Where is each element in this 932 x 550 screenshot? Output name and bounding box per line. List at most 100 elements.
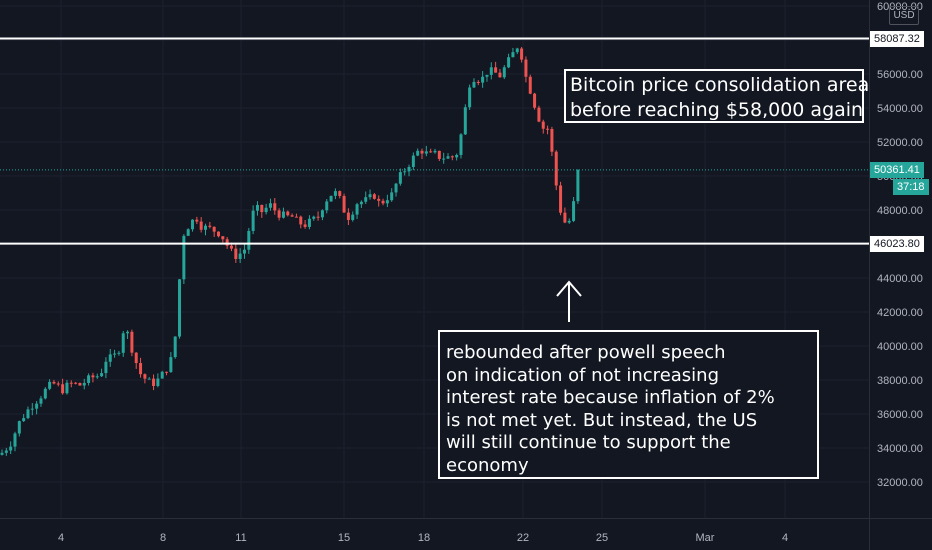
- candle: [316, 211, 320, 221]
- candle: [208, 221, 212, 229]
- candle: [489, 62, 493, 80]
- candle: [312, 215, 316, 221]
- candle: [160, 370, 164, 379]
- candle: [450, 155, 454, 161]
- candle: [407, 164, 411, 177]
- candle: [494, 61, 498, 73]
- x-tick-label: 25: [596, 532, 608, 544]
- annotation-line: is not met yet. But instead, the US: [446, 409, 758, 431]
- candle: [52, 379, 56, 385]
- candle: [221, 236, 225, 243]
- candle: [546, 125, 550, 135]
- x-tick-label: 8: [160, 532, 166, 544]
- candle: [173, 336, 177, 359]
- candle: [572, 197, 576, 223]
- candle: [554, 150, 558, 191]
- candle: [74, 381, 78, 385]
- candle: [290, 213, 294, 217]
- candle: [368, 189, 372, 200]
- candle: [26, 406, 30, 420]
- candle: [139, 357, 143, 378]
- candle: [268, 198, 272, 211]
- candle: [576, 169, 580, 204]
- y-tick-label: 32000.00: [877, 477, 923, 489]
- candle: [186, 228, 190, 236]
- candle: [429, 148, 433, 153]
- candle: [390, 188, 394, 202]
- candle: [121, 330, 125, 357]
- rebound-annotation: rebounded after powell speech on indicat…: [438, 330, 819, 479]
- candle: [338, 190, 342, 199]
- candle: [372, 193, 376, 200]
- candles: [0, 46, 580, 456]
- candle: [13, 431, 17, 452]
- candle: [242, 243, 246, 259]
- y-tick-label: 34000.00: [877, 443, 923, 455]
- candle: [342, 193, 346, 213]
- candle: [520, 46, 524, 63]
- candle: [82, 378, 86, 390]
- bar-countdown-badge: 37:18: [893, 178, 929, 195]
- candle: [333, 188, 337, 200]
- candle: [507, 53, 511, 69]
- candle: [307, 215, 311, 230]
- candle: [91, 372, 95, 383]
- annotation-line: on indication of not increasing: [446, 364, 720, 386]
- candle: [247, 227, 251, 254]
- candle: [100, 368, 104, 378]
- candle: [437, 150, 441, 162]
- candle: [359, 200, 363, 208]
- candle: [69, 380, 73, 388]
- candle: [104, 357, 108, 379]
- candle: [255, 201, 259, 216]
- candle: [563, 207, 567, 224]
- y-tick-label: 42000.00: [877, 307, 923, 319]
- consolidation-annotation: Bitcoin price consolidation area before …: [564, 69, 870, 123]
- x-tick-label: 18: [418, 532, 430, 544]
- candle: [294, 213, 298, 218]
- candle: [442, 152, 446, 164]
- candle: [156, 373, 160, 388]
- candle: [87, 373, 91, 386]
- candle: [113, 349, 117, 358]
- annotation-line: will still continue to support the: [446, 432, 731, 453]
- candle: [411, 152, 415, 171]
- candle: [355, 202, 359, 219]
- candle: [446, 153, 450, 159]
- rebound-arrow: [556, 280, 582, 322]
- currency-label[interactable]: USD: [889, 6, 919, 25]
- candle: [39, 395, 43, 407]
- candle: [195, 216, 199, 225]
- x-tick-label: Mar: [696, 532, 715, 544]
- last-price-badge: 50361.41: [870, 161, 924, 178]
- y-tick-label: 40000.00: [877, 341, 923, 353]
- candle: [56, 381, 60, 387]
- candle: [117, 350, 121, 356]
- candle: [468, 84, 472, 110]
- candle: [22, 414, 26, 423]
- candle: [273, 198, 277, 215]
- annotation-line: before reaching $58,000 again: [570, 99, 864, 121]
- candle: [320, 209, 324, 221]
- x-tick-label: 22: [517, 532, 529, 544]
- candle: [4, 447, 8, 456]
- candle: [329, 195, 333, 202]
- candle: [191, 219, 195, 232]
- candle: [524, 56, 528, 83]
- candle: [217, 231, 220, 238]
- annotation-line: Bitcoin price consolidation area: [570, 74, 870, 96]
- candle: [182, 234, 186, 285]
- x-tick-label: 4: [782, 532, 788, 544]
- candle: [147, 377, 151, 380]
- candle: [165, 371, 169, 376]
- candle: [498, 68, 502, 78]
- candle: [567, 218, 571, 224]
- candle: [459, 133, 463, 159]
- candle: [533, 92, 537, 110]
- y-tick-label: 60000.00: [877, 1, 923, 13]
- candle: [178, 278, 182, 339]
- candle: [472, 78, 476, 89]
- y-tick-label: 48000.00: [877, 205, 923, 217]
- candle: [281, 207, 285, 219]
